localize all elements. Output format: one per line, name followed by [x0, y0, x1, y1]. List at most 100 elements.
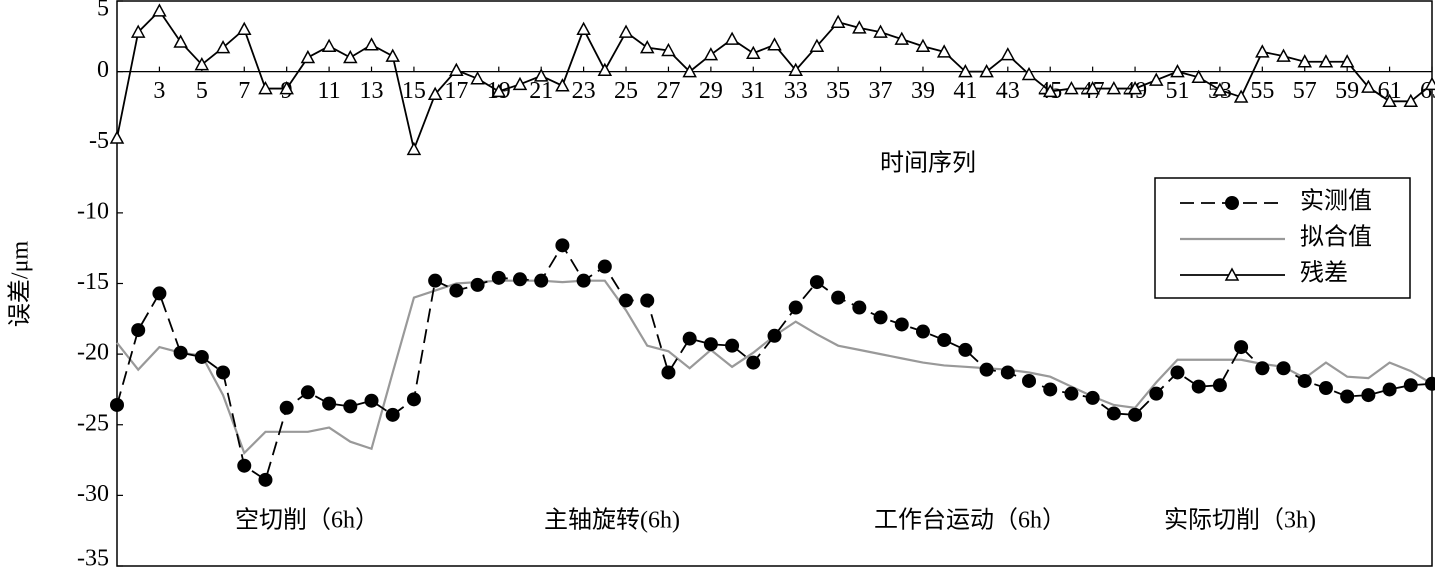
point [767, 328, 782, 343]
x-tick-label: 33 [784, 78, 808, 104]
point [194, 56, 210, 71]
x-tick-label: 31 [741, 78, 765, 104]
y-tick-label: 5 [97, 0, 109, 22]
point [1276, 361, 1291, 376]
chart-title: 时间序列 [880, 150, 976, 177]
point [958, 342, 973, 357]
point [1106, 406, 1121, 421]
point [364, 37, 379, 51]
point [852, 20, 867, 34]
point [491, 270, 506, 285]
legend-label: 拟合值 [1300, 224, 1372, 251]
point [894, 31, 910, 45]
point [1425, 376, 1435, 391]
point [173, 345, 188, 360]
point [1403, 93, 1419, 108]
point [534, 273, 549, 288]
point [1064, 386, 1079, 401]
point [1255, 44, 1270, 58]
point [1403, 378, 1418, 393]
x-tick-label: 15 [402, 78, 426, 104]
point [194, 349, 209, 364]
point [237, 458, 252, 473]
y-tick-label: -5 [89, 128, 109, 154]
x-tick-label: 55 [1250, 78, 1274, 104]
point [788, 62, 803, 76]
x-tick-label: 5 [196, 78, 208, 104]
point [215, 40, 231, 54]
point [385, 48, 400, 62]
point [279, 81, 294, 95]
point [767, 37, 782, 51]
y-axis-label: 误差/μm [7, 241, 34, 328]
point [1043, 382, 1058, 397]
point [1170, 365, 1185, 380]
point [661, 365, 676, 380]
point [428, 273, 443, 288]
point [300, 49, 316, 64]
point [746, 355, 761, 370]
point [936, 44, 952, 58]
point [406, 141, 422, 156]
point [512, 76, 528, 91]
point [618, 24, 634, 38]
y-tick-label: -20 [77, 340, 109, 366]
point [1255, 361, 1270, 376]
point [576, 21, 591, 35]
point [1361, 79, 1376, 93]
x-tick-label: 35 [826, 78, 850, 104]
x-tick-label: 29 [699, 78, 723, 104]
point [1318, 381, 1333, 396]
x-tick-label: 27 [656, 78, 680, 104]
legend-label: 残差 [1300, 260, 1348, 287]
point [258, 81, 273, 95]
point [937, 333, 952, 347]
point [703, 47, 719, 61]
point [1276, 48, 1291, 62]
point [1297, 54, 1313, 68]
point [894, 317, 909, 332]
legend-label: 实测值 [1300, 188, 1372, 215]
point [236, 21, 252, 35]
point [152, 286, 167, 301]
point [385, 407, 400, 422]
point [300, 385, 315, 400]
point [364, 393, 379, 408]
point [1021, 66, 1037, 81]
point [279, 400, 294, 415]
x-tick-label: 25 [614, 78, 638, 104]
point [1042, 83, 1058, 98]
point [1000, 47, 1016, 61]
legend-marker [1224, 267, 1240, 281]
x-tick-label: 17 [444, 78, 468, 104]
point [258, 472, 273, 487]
point [915, 38, 931, 52]
annotation: 实际切削（3h) [1164, 507, 1316, 534]
point [1361, 388, 1376, 403]
point [1212, 378, 1227, 393]
x-tick-label: 7 [238, 78, 250, 104]
y-tick-label: -10 [77, 198, 109, 224]
point [1318, 54, 1334, 68]
point [1234, 340, 1249, 355]
series-line [116, 9, 1433, 153]
point [322, 396, 337, 411]
x-tick-label: 39 [911, 78, 935, 104]
point [873, 24, 888, 38]
annotation: 空切削（6h） [235, 507, 379, 534]
point [555, 78, 570, 92]
point [343, 49, 358, 64]
point [1064, 81, 1079, 95]
x-tick-label: 57 [1293, 78, 1317, 104]
point [1127, 81, 1143, 95]
point [597, 62, 613, 76]
x-tick-label: 51 [1165, 78, 1189, 104]
point [873, 310, 888, 325]
point [979, 64, 994, 78]
x-tick-label: 11 [318, 78, 341, 104]
point [216, 365, 231, 380]
point [470, 71, 485, 85]
point [173, 34, 188, 48]
point [131, 323, 146, 338]
